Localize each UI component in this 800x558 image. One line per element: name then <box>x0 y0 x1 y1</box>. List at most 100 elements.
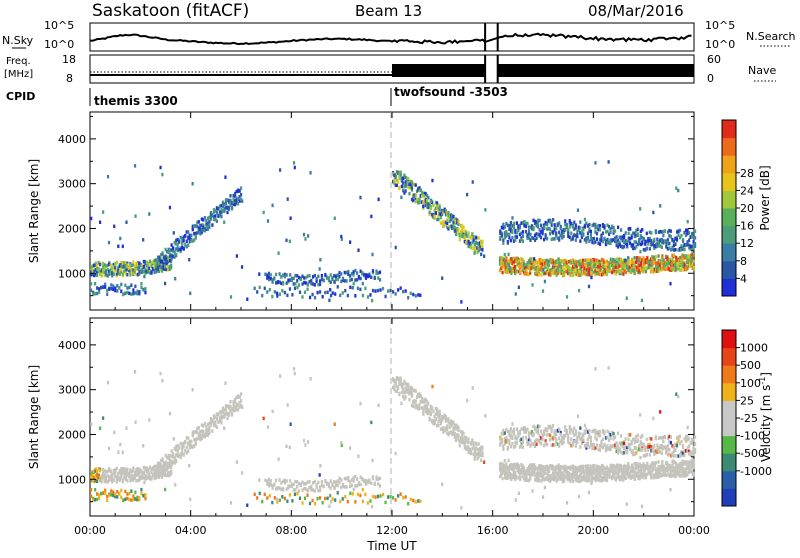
velocity-cell <box>428 417 430 421</box>
velocity-cell <box>599 430 601 434</box>
colorbar-segment <box>722 155 736 173</box>
power-cell <box>652 211 654 215</box>
power-cell <box>309 296 311 300</box>
power-cell <box>534 261 536 265</box>
power-cell <box>357 248 359 252</box>
power-cell <box>428 211 430 215</box>
power-cell <box>535 236 537 240</box>
nsky-tick-bottom: 10^0 <box>44 38 74 51</box>
velocity-cell <box>314 502 316 506</box>
velocity-cell <box>210 423 212 427</box>
velocity-cell <box>507 447 509 451</box>
velocity-cell <box>122 498 124 502</box>
power-cell <box>116 284 118 288</box>
power-cell <box>104 285 106 289</box>
power-cell <box>397 181 399 185</box>
power-cell <box>674 248 676 252</box>
colorbar-segment <box>722 208 736 226</box>
power-cell <box>515 269 517 273</box>
velocity-cell <box>372 475 374 479</box>
power-cell <box>645 270 647 274</box>
power-cell <box>537 222 539 226</box>
power-cell <box>198 220 200 224</box>
power-cell <box>371 253 373 257</box>
power-cell <box>566 295 568 299</box>
velocity-cell <box>170 470 172 474</box>
velocity-cell <box>481 454 483 458</box>
power-cell <box>124 292 126 296</box>
power-cell <box>319 290 321 294</box>
velocity-cell <box>226 417 228 421</box>
power-cell <box>468 235 470 239</box>
velocity-cell <box>422 411 424 415</box>
velocity-cell <box>190 440 192 444</box>
velocity-cell <box>430 413 432 417</box>
power-cell <box>240 186 242 190</box>
colorbar-segment <box>722 278 736 296</box>
velocity-cell <box>426 405 428 409</box>
power-cell <box>659 204 661 208</box>
power-cell <box>542 259 544 263</box>
power-cell <box>395 246 397 250</box>
power-cell <box>501 234 503 238</box>
velocity-cell <box>427 402 429 406</box>
velocity-cell <box>400 377 402 381</box>
velocity-cell <box>400 492 402 496</box>
velocity-cell <box>558 437 560 441</box>
power-cell <box>625 271 627 275</box>
power-cell <box>224 175 226 179</box>
velocity-cell <box>432 410 434 414</box>
velocity-cell <box>274 496 276 500</box>
velocity-cell <box>502 447 504 451</box>
freq-band <box>392 64 485 77</box>
velocity-cell <box>382 493 384 497</box>
velocity-cell <box>475 442 477 446</box>
velocity-cell <box>116 490 118 494</box>
power-cell <box>223 220 225 224</box>
power-cell <box>646 247 648 251</box>
power-cell <box>532 226 534 230</box>
velocity-cell <box>525 475 527 479</box>
power-cell <box>174 277 176 281</box>
power-cell <box>412 199 414 203</box>
velocity-cell <box>546 429 548 433</box>
velocity-cell <box>204 422 206 426</box>
power-cell <box>422 205 424 209</box>
velocity-cell <box>374 495 376 499</box>
velocity-cell <box>340 478 342 482</box>
velocity-cell <box>362 500 364 504</box>
power-cell <box>279 168 281 172</box>
velocity-cell <box>435 417 437 421</box>
power-cell <box>680 234 682 238</box>
velocity-cell <box>256 496 258 500</box>
velocity-cell <box>655 461 657 465</box>
power-cell <box>628 232 630 236</box>
power-cell <box>627 256 629 260</box>
power-cell <box>555 227 557 231</box>
colorbar-segment <box>722 261 736 279</box>
velocity-cell <box>356 477 358 481</box>
cpid-mode-2: twofsound -3503 <box>394 85 508 99</box>
power-cell <box>421 191 423 195</box>
power-cell <box>264 272 266 276</box>
velocity-cell <box>134 497 136 501</box>
power-cell <box>694 229 696 233</box>
velocity-cell <box>184 440 186 444</box>
velocity-cell <box>434 421 436 425</box>
power-cell <box>481 244 483 248</box>
power-cell <box>579 220 581 224</box>
power-cell <box>531 283 533 287</box>
velocity-cell <box>546 443 548 447</box>
power-cell <box>656 267 658 271</box>
velocity-cell <box>584 431 586 435</box>
velocity-cell <box>418 406 420 410</box>
velocity-cell <box>359 494 361 498</box>
velocity-cell <box>617 432 619 436</box>
power-cell <box>357 287 359 291</box>
velocity-cell <box>225 408 227 412</box>
power-cell <box>362 282 364 286</box>
velocity-cell <box>439 412 441 416</box>
power-cell <box>164 282 166 286</box>
velocity-cell <box>178 446 180 450</box>
power-cell <box>190 234 192 238</box>
